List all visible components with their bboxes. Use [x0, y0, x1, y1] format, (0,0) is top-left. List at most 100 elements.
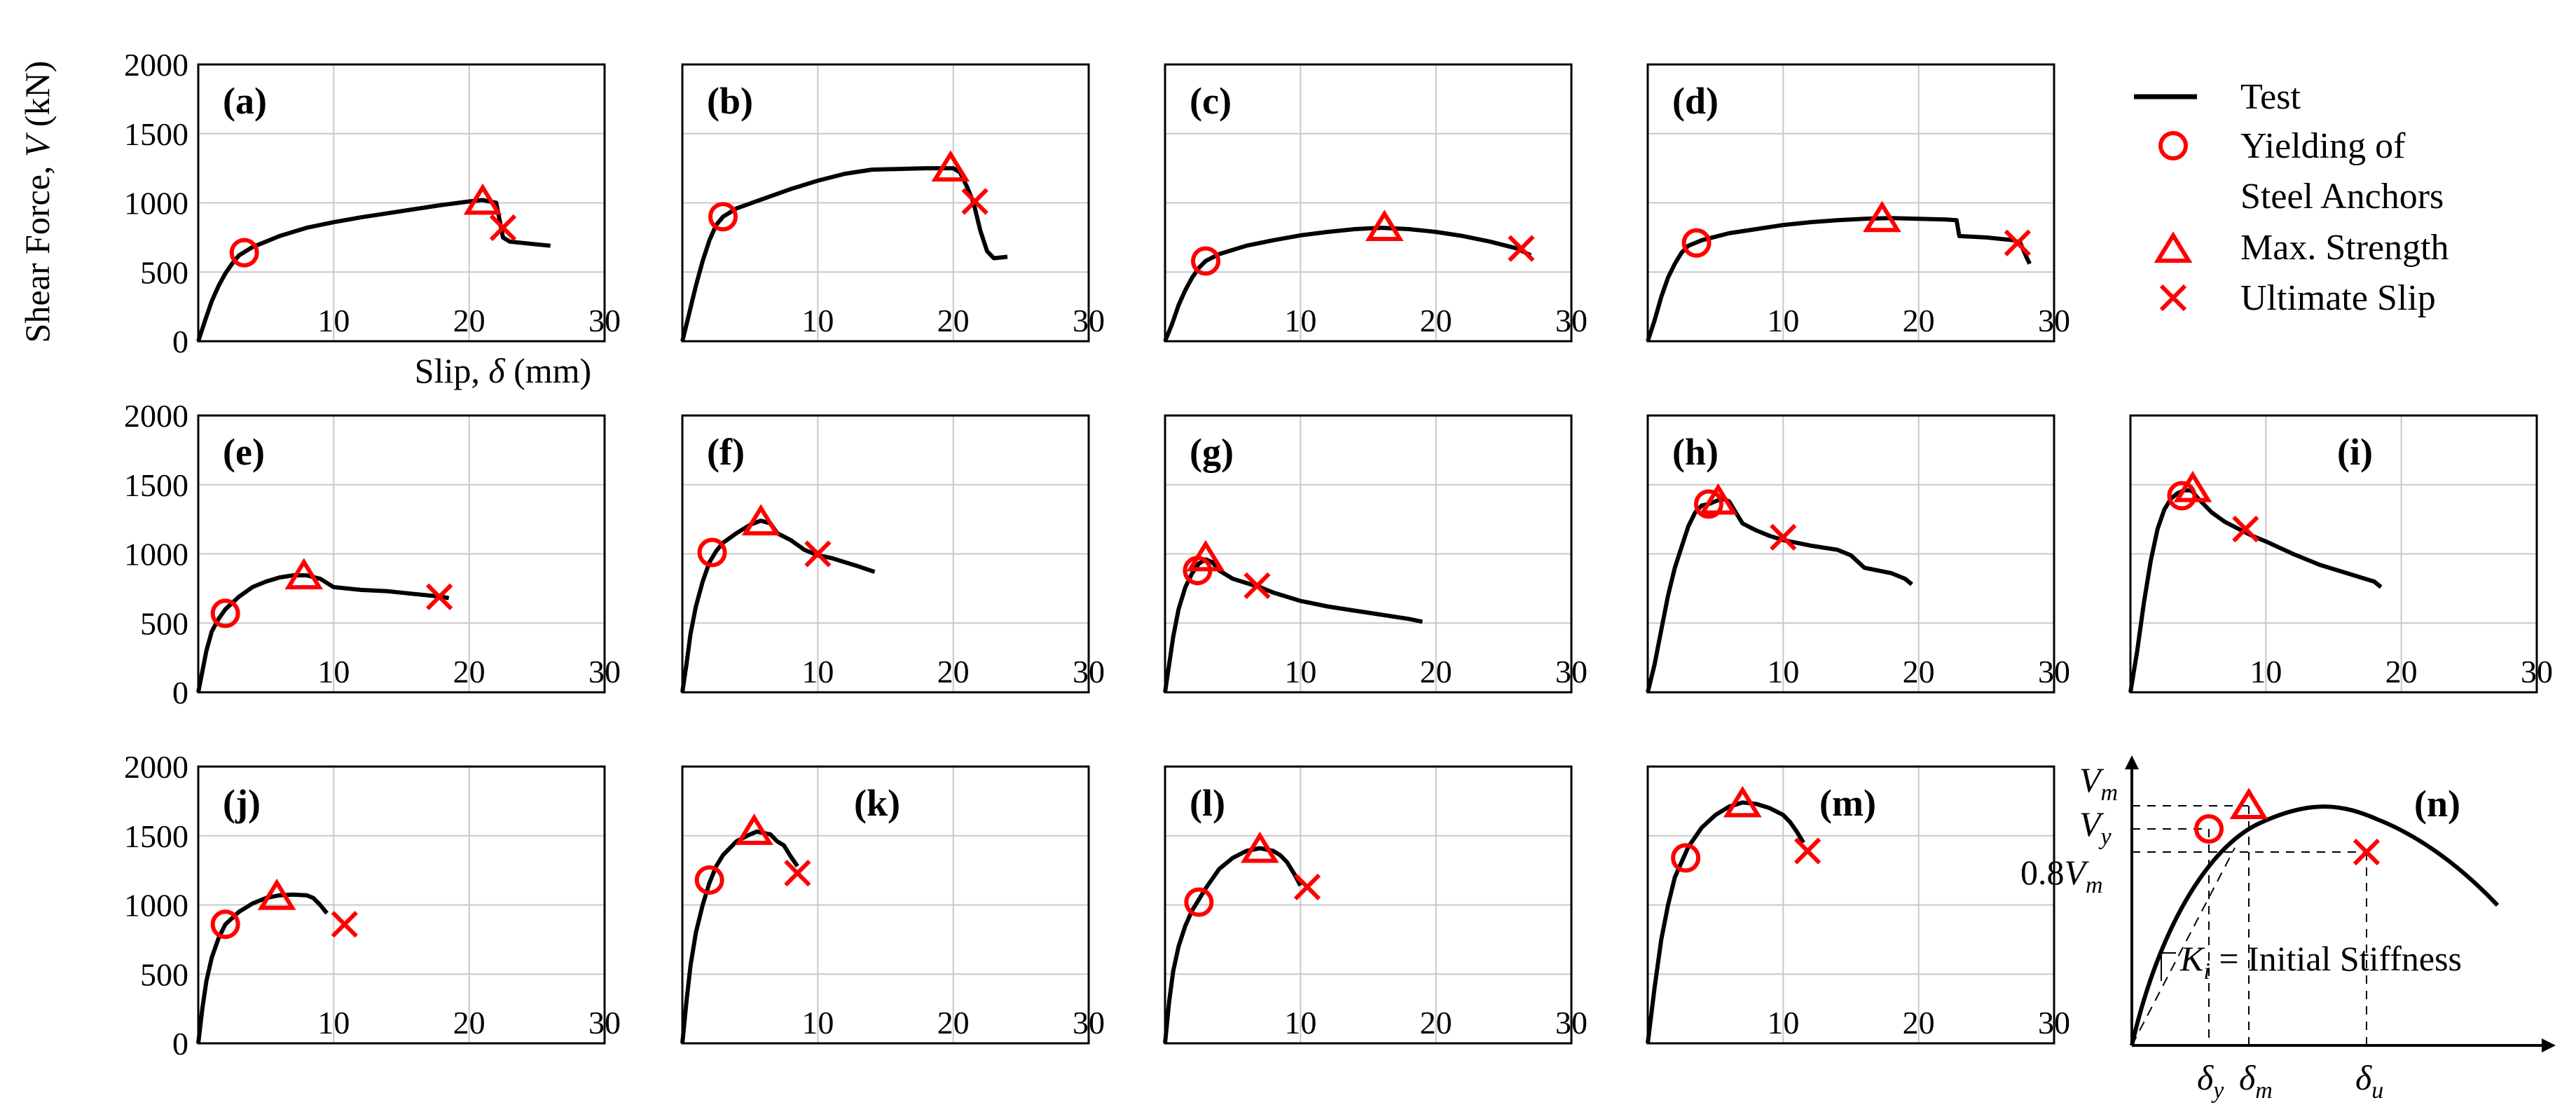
y-tick-label: 0 [172, 1026, 188, 1062]
x-tick-label: 30 [2038, 303, 2070, 338]
y-tick-label: 500 [140, 605, 188, 641]
panel-c: 10 20 30 (c) [1163, 63, 1587, 343]
panel-label: (k) [854, 782, 900, 824]
x-tick-label: 20 [1420, 654, 1452, 689]
plot-frame [681, 765, 1090, 1045]
max-strength-marker [1723, 785, 1762, 818]
plot-frame [197, 63, 606, 343]
panel-label: (f) [707, 431, 745, 473]
ultimate-slip-marker [489, 214, 517, 242]
test-curve [1163, 226, 1532, 343]
y-tick-label: 1000 [124, 537, 188, 572]
x-tick-label: 20 [453, 303, 485, 338]
y-tick-label: 500 [140, 956, 188, 992]
yield-marker [210, 909, 240, 940]
ultimate-slip-marker [2004, 229, 2031, 256]
y-tick-label: 1500 [124, 467, 188, 503]
ultimate-slip-marker [961, 188, 989, 215]
schematic-x-arrowhead [2542, 1038, 2556, 1052]
plot-frame [1164, 765, 1573, 1045]
x-tick-label: 30 [1073, 1005, 1105, 1041]
panel-d: 10 20 30 (d) [1646, 63, 2070, 343]
panel-a: 0 500 1000 1500 2000 10 20 30 (a) [124, 47, 621, 359]
y-tick-label: 2000 [124, 47, 188, 83]
y-tick-label: 0 [172, 675, 188, 710]
x-tick-label: 30 [1073, 303, 1105, 338]
x-tick-label: 20 [453, 654, 485, 689]
test-curve [196, 892, 329, 1044]
panel-label: (m) [1819, 782, 1876, 824]
schematic-08vm-label: 0.8Vm [2020, 853, 2103, 898]
y-tick-label: 0 [172, 324, 188, 359]
plot-frame [1164, 63, 1573, 343]
ultimate-slip-marker [804, 540, 832, 568]
ultimate-slip-marker [1244, 572, 1271, 600]
x-tick-label: 10 [317, 654, 350, 689]
panel-label: (i) [2337, 431, 2373, 473]
y-tick-label: 1500 [124, 116, 188, 152]
max-strength-marker [1863, 200, 1901, 233]
panel-m: 10 20 30 (m) [1646, 765, 2070, 1045]
yield-marker [2167, 481, 2197, 511]
test-curve [196, 198, 551, 342]
legend-yield-label-line1: Yielding of [2240, 126, 2406, 166]
legend-max-marker [2154, 231, 2193, 263]
schematic-vm-label: Vm [2079, 760, 2118, 806]
x-tick-label: 10 [1767, 303, 1799, 338]
test-curve [680, 829, 799, 1044]
max-strength-marker [735, 813, 773, 845]
x-tick-label: 10 [1767, 1005, 1799, 1041]
x-tick-label: 10 [1284, 654, 1316, 689]
x-tick-label: 30 [1073, 654, 1105, 689]
y-tick-label: 2000 [124, 398, 188, 434]
yield-marker [697, 537, 727, 568]
legend-max-label: Max. Strength [2240, 228, 2449, 268]
schematic-vy-label: Vy [2079, 804, 2112, 850]
panel-label: (e) [223, 431, 265, 473]
ultimate-slip-marker [426, 583, 453, 610]
schematic-slope-triangle [2161, 952, 2176, 981]
x-tick-label: 20 [1420, 303, 1452, 338]
x-tick-label: 20 [453, 1005, 485, 1041]
ultimate-slip-marker [1770, 523, 1797, 551]
schematic-y-arrowhead [2125, 755, 2139, 769]
schematic-max-marker [2229, 788, 2268, 819]
max-strength-marker [284, 558, 324, 590]
y-tick-label: 1500 [124, 818, 188, 854]
schematic-dy-label: δy [2197, 1058, 2224, 1104]
legend-yield-marker [2158, 131, 2188, 160]
ultimate-slip-marker [2232, 515, 2259, 543]
legend-test-label: Test [2240, 77, 2301, 117]
panel-l: 10 20 30 (l) [1163, 765, 1587, 1045]
x-tick-label: 30 [2038, 654, 2070, 689]
max-strength-marker [1186, 540, 1225, 572]
yield-marker [1694, 489, 1723, 519]
max-strength-marker [257, 878, 296, 910]
x-axis-label: Slip, δ (mm) [415, 351, 591, 390]
max-strength-marker [1699, 483, 1737, 515]
x-tick-label: 20 [1903, 1005, 1935, 1041]
panel-label: (j) [223, 782, 261, 824]
plot-frame [197, 414, 606, 694]
max-strength-marker [931, 150, 970, 182]
x-tick-label: 10 [1767, 654, 1799, 689]
x-tick-label: 10 [1284, 1005, 1316, 1041]
panel-h: 10 20 30 (h) [1646, 414, 2070, 694]
panel-label: (c) [1190, 80, 1232, 122]
plot-frame [681, 414, 1090, 694]
x-tick-label: 30 [1555, 303, 1587, 338]
panel-label: (h) [1672, 431, 1719, 473]
test-curve [1646, 800, 1805, 1044]
plot-frame [1646, 414, 2055, 694]
panel-label: (l) [1190, 782, 1225, 824]
panel-k: 10 20 30 (k) [680, 765, 1105, 1045]
panel-label: (g) [1190, 431, 1234, 473]
panel-f: 10 20 30 (f) [680, 414, 1105, 694]
x-tick-label: 10 [1284, 303, 1316, 338]
yield-marker [694, 865, 724, 895]
x-tick-label: 30 [588, 654, 621, 689]
y-axis-label: Shear Force, V (kN) [18, 61, 57, 343]
x-tick-label: 20 [937, 303, 970, 338]
